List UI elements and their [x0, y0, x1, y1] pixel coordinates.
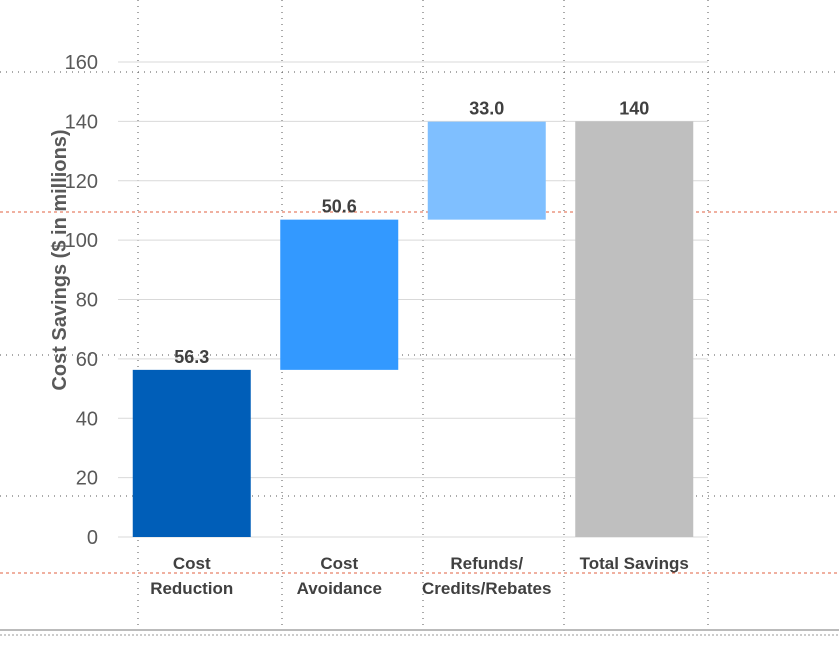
bar — [575, 121, 694, 537]
y-tick-label: 120 — [65, 171, 98, 193]
y-tick-label: 20 — [76, 468, 98, 490]
y-tick-label: 100 — [65, 230, 98, 252]
y-tick-label: 60 — [76, 349, 98, 371]
data-label: 50.6 — [322, 197, 357, 217]
category-label: Credits/Rebates — [422, 579, 551, 598]
y-tick-label: 0 — [87, 527, 98, 549]
data-label: 140 — [619, 98, 649, 118]
data-label: 33.0 — [469, 99, 504, 119]
y-axis-ticks: 0 20 40 60 80 100 120 140 160 — [65, 52, 98, 549]
y-tick-label: 80 — [76, 290, 98, 312]
category-label: Total Savings — [580, 554, 689, 573]
category-label: Avoidance — [297, 579, 382, 598]
bar — [132, 369, 251, 537]
bar — [280, 219, 399, 370]
y-tick-label: 140 — [65, 111, 98, 133]
category-label: Cost — [173, 554, 211, 573]
bar — [427, 121, 546, 220]
category-label: Refunds/ — [450, 554, 523, 573]
data-label: 56.3 — [174, 347, 209, 367]
category-labels: Cost Reduction Cost Avoidance Refunds/Credit… — [150, 554, 689, 598]
data-labels: 56.3 50.6 33.0 140 — [174, 98, 649, 366]
y-tick-label: 40 — [76, 408, 98, 430]
y-axis-label: Cost Savings ($ in millions) — [49, 129, 71, 390]
y-tick-label: 160 — [65, 52, 98, 74]
category-label: Cost — [320, 554, 358, 573]
category-label: Reduction — [150, 579, 233, 598]
bars — [132, 121, 694, 537]
